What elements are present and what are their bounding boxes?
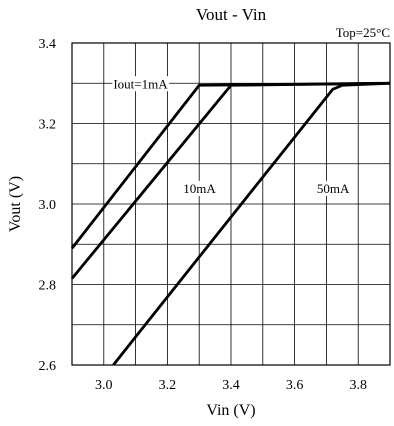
series-label-background — [182, 180, 218, 196]
grid — [72, 43, 390, 365]
y-tick-label: 2.8 — [39, 279, 57, 294]
x-tick-label: 3.2 — [159, 378, 177, 393]
series-label-2: 50mA — [317, 181, 350, 196]
y-tick-label: 2.6 — [39, 359, 57, 374]
series-labels: Iout=1mA 10mA 50mA — [112, 76, 351, 196]
y-tick-labels: 2.6 2.8 3.0 3.2 3.4 — [39, 37, 57, 374]
chart-title: Vout - Vin — [196, 5, 267, 24]
y-tick-label: 3.2 — [39, 118, 57, 133]
x-tick-label: 3.0 — [95, 378, 113, 393]
series-label-1: 10mA — [183, 181, 216, 196]
series-label-background — [112, 76, 170, 92]
x-tick-labels: 3.0 3.2 3.4 3.6 3.8 — [95, 378, 367, 393]
series-label-background — [315, 180, 351, 196]
series-lines — [70, 81, 391, 366]
series-label-0: Iout=1mA — [113, 76, 168, 91]
x-tick-label: 3.4 — [222, 378, 240, 393]
y-axis-label: Vout (V) — [7, 176, 24, 232]
plot-frame — [71, 42, 391, 366]
x-axis-label: Vin (V) — [206, 402, 255, 419]
x-tick-label: 3.8 — [349, 378, 367, 393]
annotation-background — [333, 25, 392, 40]
series-line-1 — [70, 81, 391, 280]
y-tick-label: 3.4 — [39, 37, 57, 52]
temperature-annotation: Top=25°C — [336, 25, 390, 40]
series-line-2 — [112, 81, 391, 366]
x-tick-label: 3.6 — [286, 378, 304, 393]
y-tick-label: 3.0 — [39, 198, 57, 213]
